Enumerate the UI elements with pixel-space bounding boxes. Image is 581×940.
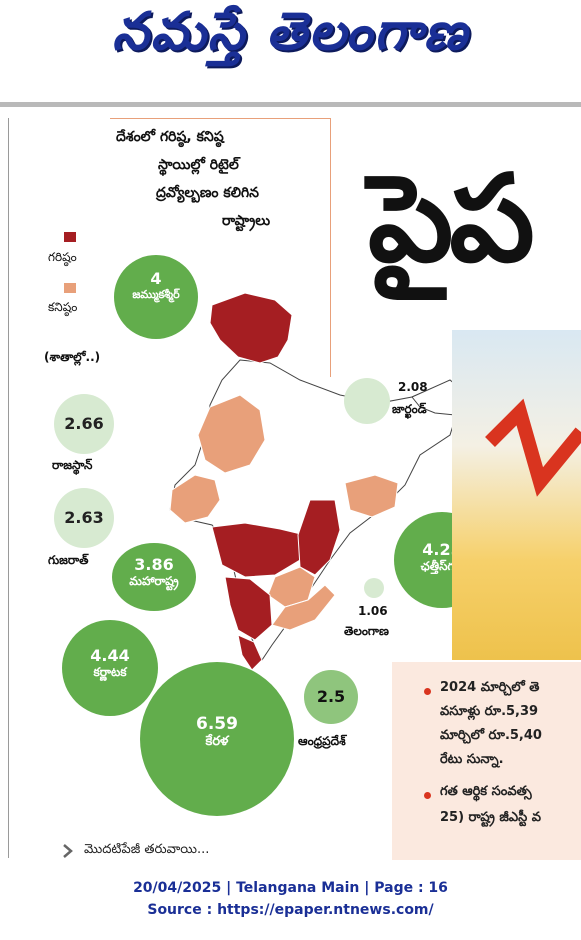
bubble-rajasthan: 2.66 [54, 394, 114, 454]
bullet-panel: 2024 మార్చిలో తె వసూళ్లు రూ.5,39 మార్చిల… [392, 662, 581, 860]
newspaper-title: నమస్తే తెలంగాణ [112, 2, 469, 62]
bubble-jammu-kashmir: 4 జమ్ముకశ్మీర్ [114, 255, 198, 339]
trend-arrow-graphic [485, 398, 581, 497]
legend-min-swatch [64, 283, 76, 293]
footer-source: Source : https://epaper.ntnews.com/ [147, 902, 434, 918]
bullet-dot-1 [424, 688, 431, 695]
label-rajasthan: రాజస్థాన్ [52, 458, 93, 472]
label-gujarat: గుజరాత్ [48, 553, 89, 567]
label-jammu-kashmir: జమ్ముకశ్మీర్ [132, 288, 180, 301]
legend-max-label: గరిష్ఠం [48, 250, 77, 264]
value-kerala: 6.59 [196, 714, 238, 734]
bubble-maharashtra: 3.86 మహారాష్ట్ర [112, 543, 196, 611]
label-karnataka: కర్ణాటక [93, 665, 127, 679]
value-gujarat: 2.63 [64, 508, 104, 527]
column-divider [8, 118, 9, 858]
value-chhattisgarh: 4.25 [422, 540, 462, 559]
masthead-divider [0, 102, 581, 107]
map-gujarat [169, 474, 221, 524]
bullet-1-line-4: రేటు సున్నా. [440, 752, 504, 767]
legend-min-label: కనిష్ఠం [48, 300, 78, 314]
unit-note: (శాతాల్లో..) [44, 350, 101, 364]
bubble-gujarat: 2.63 [54, 488, 114, 548]
label-kerala: కేరళ [205, 734, 229, 749]
masthead: నమస్తే తెలంగాణ [0, 0, 581, 98]
map-jharkhand [344, 474, 399, 518]
article-photo [452, 330, 581, 660]
bullet-2-line-1: గత ఆర్థిక సంవత్స [440, 784, 532, 799]
value-andhra-pradesh: 2.5 [316, 687, 346, 706]
bullet-dot-2 [424, 792, 431, 799]
value-rajasthan: 2.66 [64, 414, 104, 433]
value-telangana: 1.06 [358, 604, 388, 618]
label-telangana: తెలంగాణ [344, 624, 389, 638]
map-andhra-pradesh [271, 584, 336, 631]
headline-line-1: దేశంలో గరిష్ఠ, కనిష్ఠ [116, 129, 224, 145]
india-map [169, 292, 469, 671]
bullet-1-line-1: 2024 మార్చిలో తె [440, 680, 540, 695]
headline-box: దేశంలో గరిష్ఠ, కనిష్ఠ స్థాయిల్లో రిటైల్ … [110, 118, 331, 377]
label-andhra-pradesh: ఆంధ్రప్రదేశ్ [298, 734, 346, 748]
map-kerala [237, 634, 263, 671]
bubble-telangana [364, 578, 384, 598]
map-chhattisgarh [297, 499, 341, 576]
bubble-karnataka: 4.44 కర్ణాటక [62, 620, 158, 716]
bubble-kerala: 6.59 కేరళ [140, 662, 294, 816]
bullet-1-line-2: వసూళ్లు రూ.5,39 [440, 704, 539, 719]
label-maharashtra: మహారాష్ట్ర [129, 574, 179, 588]
headline-line-3: ద్రవ్యోల్బణం కలిగిన [156, 185, 259, 201]
map-rajasthan [197, 394, 266, 474]
bubble-jharkhand [344, 378, 390, 424]
map-jammu-kashmir [209, 292, 293, 364]
headline-line-2: స్థాయిల్లో రిటైల్ [158, 157, 239, 173]
value-maharashtra: 3.86 [134, 555, 174, 574]
bullet-1-line-3: మార్చిలో రూ.5,40 [440, 728, 542, 743]
bubble-andhra-pradesh: 2.5 [304, 670, 358, 724]
side-headline: పైప [368, 150, 535, 289]
value-jammu-kashmir: 4 [150, 269, 162, 288]
value-jharkhand: 2.08 [398, 380, 428, 394]
map-karnataka [224, 576, 273, 641]
footer-date-page: 20/04/2025 | Telangana Main | Page : 16 [133, 880, 448, 896]
label-jharkhand: జార్ఖండ్ [392, 402, 427, 416]
legend-max-swatch [64, 232, 76, 242]
value-karnataka: 4.44 [90, 646, 130, 665]
continued-note: మొదటిపేజీ తరువాయి... [84, 842, 210, 857]
bullet-2-line-2: 25) రాష్ట్ర జీఎస్టీ వ [440, 810, 542, 825]
chevron-right-icon [63, 844, 73, 858]
headline-line-4: రాష్ట్రాలు [222, 213, 271, 229]
